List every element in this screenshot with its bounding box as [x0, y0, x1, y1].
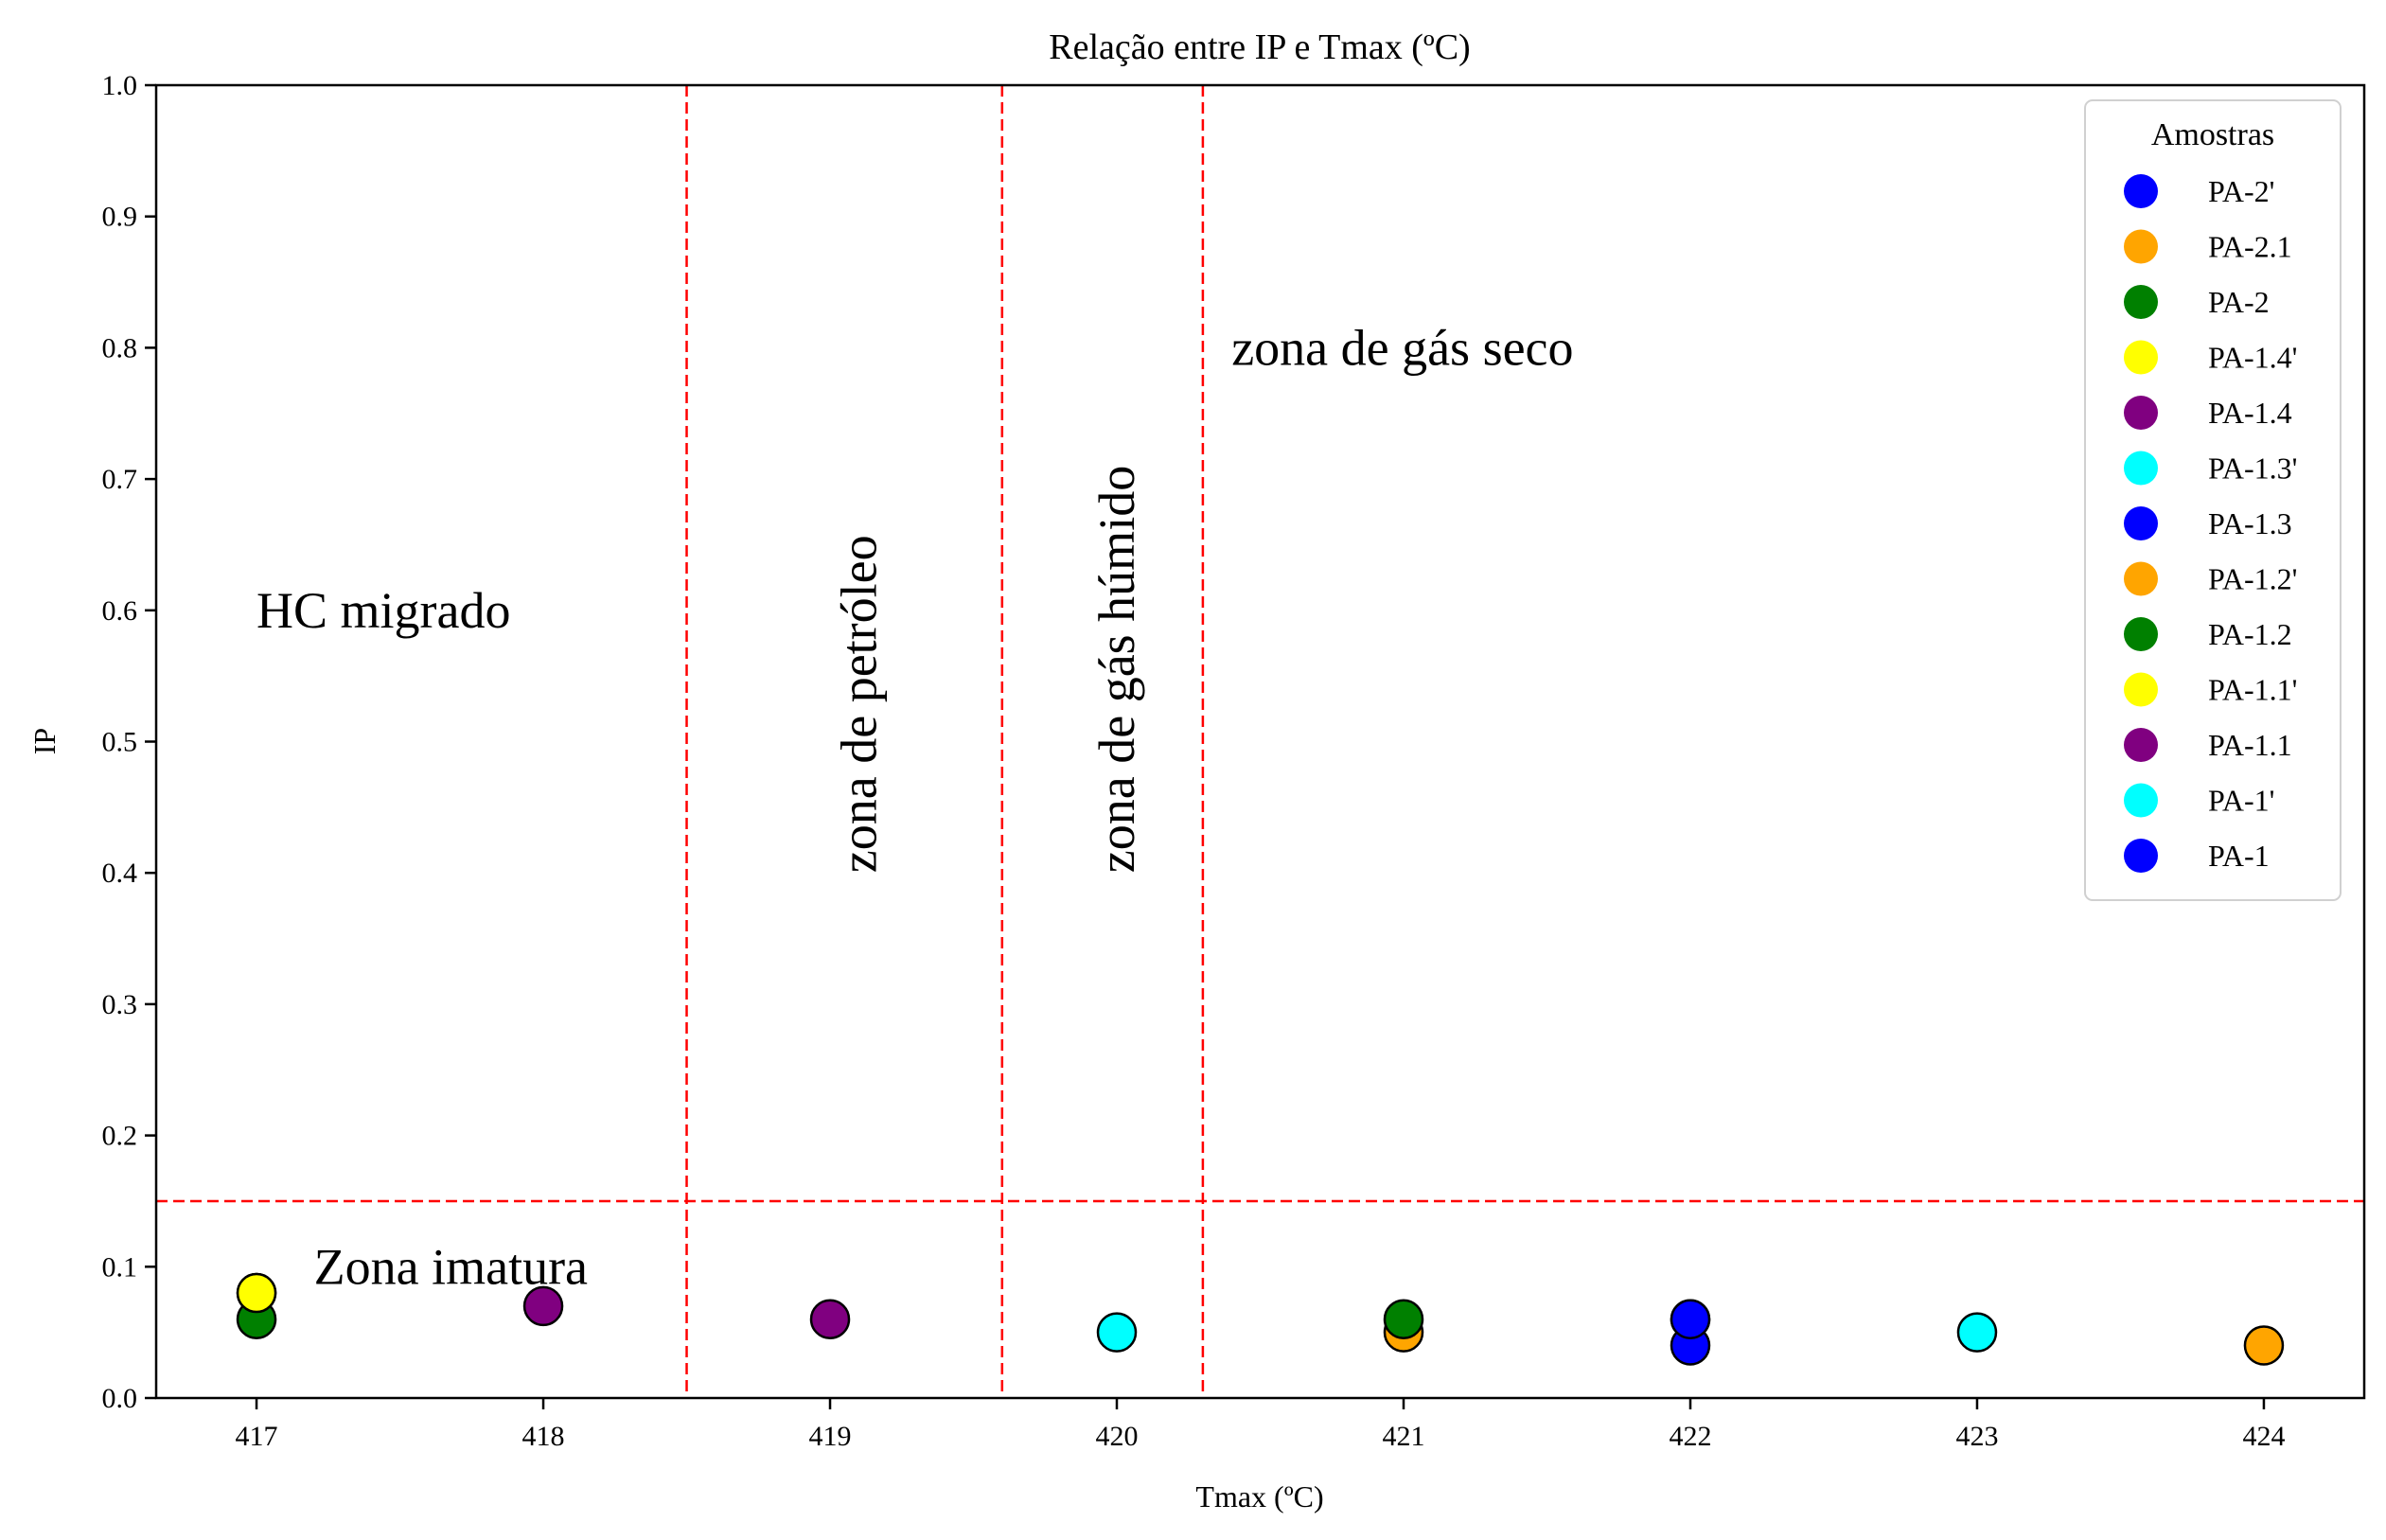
data-point — [1096, 1312, 1138, 1353]
legend-box — [2084, 99, 2342, 901]
legend-marker — [2124, 340, 2158, 375]
y-tick-label: 0.3 — [102, 989, 138, 1020]
legend-label: PA-1 — [2208, 839, 2270, 873]
y-tick-label: 0.6 — [102, 595, 138, 627]
y-tick-label: 0.0 — [102, 1383, 138, 1414]
legend-label: PA-1.1 — [2208, 728, 2292, 762]
x-tick-label: 419 — [809, 1421, 852, 1452]
legend-marker — [2124, 783, 2158, 818]
legend-marker — [2124, 229, 2158, 264]
zone-annotations: HC migrado Zona imatura zona de petróleo zo… — [256, 319, 1573, 1295]
data-point — [1383, 1299, 1424, 1340]
legend-marker — [2124, 451, 2158, 486]
data-point — [1670, 1299, 1711, 1340]
legend-label: PA-1' — [2208, 784, 2274, 818]
y-tick-label: 0.8 — [102, 332, 138, 363]
legend-marker — [2124, 174, 2158, 208]
legend-label: PA-1.4' — [2208, 341, 2297, 375]
legend-marker — [2124, 617, 2158, 651]
x-tick-label: 423 — [1955, 1421, 1998, 1452]
x-tick-label: 424 — [2242, 1421, 2285, 1452]
zone-label: Zona imatura — [314, 1238, 588, 1295]
reference-lines — [156, 85, 2364, 1398]
legend-marker — [2124, 728, 2158, 762]
legend-marker — [2124, 285, 2158, 319]
y-axis-ticks: 0.0 0.1 0.2 0.3 0.4 0.5 0.6 0.7 0.8 0.9 1.0 — [102, 70, 156, 1414]
legend-marker — [2124, 561, 2158, 596]
y-axis-title: IP — [27, 728, 62, 754]
x-tick-label: 422 — [1669, 1421, 1711, 1452]
legend-label: PA-1.2 — [2208, 617, 2292, 651]
legend-marker — [2124, 506, 2158, 540]
y-tick-label: 0.2 — [102, 1121, 138, 1152]
legend-label: PA-1.3' — [2208, 451, 2297, 486]
zone-label: HC migrado — [256, 582, 510, 639]
legend-marker — [2124, 839, 2158, 873]
chart-title: Relação entre IP e Tmax (ºC) — [1049, 27, 1470, 67]
data-point — [809, 1299, 851, 1340]
x-tick-label: 418 — [522, 1421, 565, 1452]
legend-label: PA-2.1 — [2208, 230, 2292, 264]
data-points — [236, 1272, 2285, 1366]
x-tick-label: 417 — [236, 1421, 278, 1452]
y-tick-label: 0.5 — [102, 727, 138, 758]
plot-frame — [154, 83, 2366, 1400]
y-tick-label: 1.0 — [102, 70, 138, 101]
zone-label: zona de petróleo — [830, 535, 887, 873]
data-point — [1956, 1312, 1998, 1353]
zone-label: zona de gás húmido — [1088, 466, 1145, 873]
x-axis-title: Tmax (ºC) — [1195, 1479, 1323, 1513]
data-point — [522, 1285, 564, 1327]
zone-label: zona de gás seco — [1231, 319, 1573, 376]
y-tick-label: 0.7 — [102, 464, 138, 495]
y-tick-label: 0.4 — [102, 858, 138, 889]
legend-label: PA-1.3 — [2208, 506, 2292, 540]
legend-label: PA-1.2' — [2208, 562, 2297, 596]
legend-label: PA-2' — [2208, 174, 2274, 208]
y-tick-label: 0.1 — [102, 1251, 138, 1283]
legend: Amostras PA-2'PA-2.1PA-2PA-1.4'PA-1.4PA-… — [2084, 99, 2342, 901]
legend-marker — [2124, 672, 2158, 707]
x-axis-ticks: 417 418 419 420 421 422 423 424 — [236, 1398, 2285, 1452]
legend-label: PA-2 — [2208, 285, 2270, 319]
x-tick-label: 420 — [1096, 1421, 1139, 1452]
legend-label: PA-1.1' — [2208, 673, 2297, 707]
legend-marker — [2124, 396, 2158, 430]
legend-label: PA-1.4 — [2208, 396, 2292, 430]
legend-title: Amostras — [2151, 117, 2274, 152]
data-point — [236, 1272, 277, 1314]
legend-items: PA-2' PA-2.1 PA-2 PA-1.4' PA-1.4 PA-1.3' PA-1.… — [2124, 174, 2297, 873]
data-point — [2243, 1325, 2285, 1366]
x-tick-label: 421 — [1382, 1421, 1424, 1452]
y-tick-label: 0.9 — [102, 202, 138, 233]
